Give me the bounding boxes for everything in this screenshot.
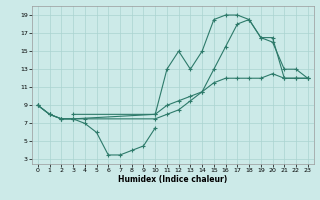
X-axis label: Humidex (Indice chaleur): Humidex (Indice chaleur) xyxy=(118,175,228,184)
